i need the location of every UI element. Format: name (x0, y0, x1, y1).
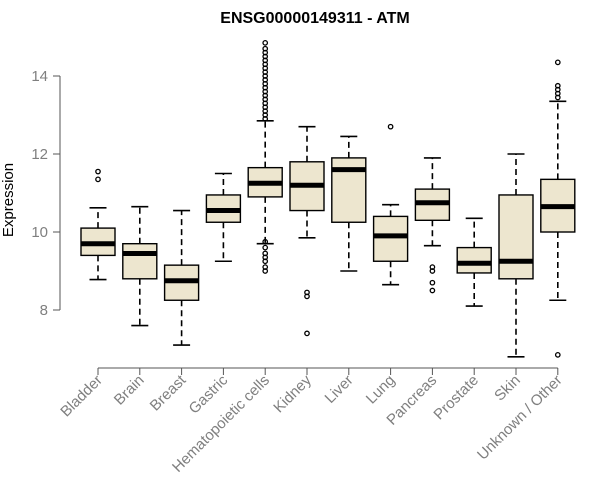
outlier-point (429, 287, 436, 294)
outlier-point (262, 264, 269, 270)
outlier-point (262, 244, 269, 251)
x-tick-label: Prostate (430, 372, 482, 424)
outlier-point (429, 264, 436, 270)
y-tick-label: 8 (40, 302, 48, 319)
outlier-point (554, 351, 561, 358)
box (456, 246, 492, 274)
y-tick-label: 14 (31, 68, 48, 85)
x-tick-label: Brain (111, 372, 148, 409)
x-tick-label: Kidney (270, 371, 315, 416)
outlier-point (554, 59, 561, 66)
x-tick-label: Skin (491, 372, 524, 405)
x-tick-label: Breast (147, 371, 190, 414)
outlier-point (262, 238, 269, 245)
box (498, 194, 534, 280)
outlier-point (304, 289, 310, 296)
outlier-point (387, 123, 394, 130)
chart-title: ENSG00000149311 - ATM (220, 10, 409, 27)
x-tick-label: Bladder (57, 372, 106, 421)
outlier-point (554, 82, 561, 89)
outlier-point (262, 39, 269, 46)
outlier-point (262, 250, 269, 257)
outlier-point (429, 279, 436, 286)
y-tick-label: 10 (31, 224, 48, 241)
y-axis-label: Expression (0, 163, 17, 237)
outlier-point (95, 168, 101, 175)
outlier-point (304, 330, 310, 337)
outlier-point (95, 176, 101, 183)
box (122, 242, 158, 280)
y-tick-label: 12 (31, 146, 48, 163)
x-tick-label: Lung (363, 372, 399, 408)
x-tick-label: Liver (322, 372, 357, 407)
outlier-point (262, 45, 269, 52)
box (372, 215, 409, 262)
